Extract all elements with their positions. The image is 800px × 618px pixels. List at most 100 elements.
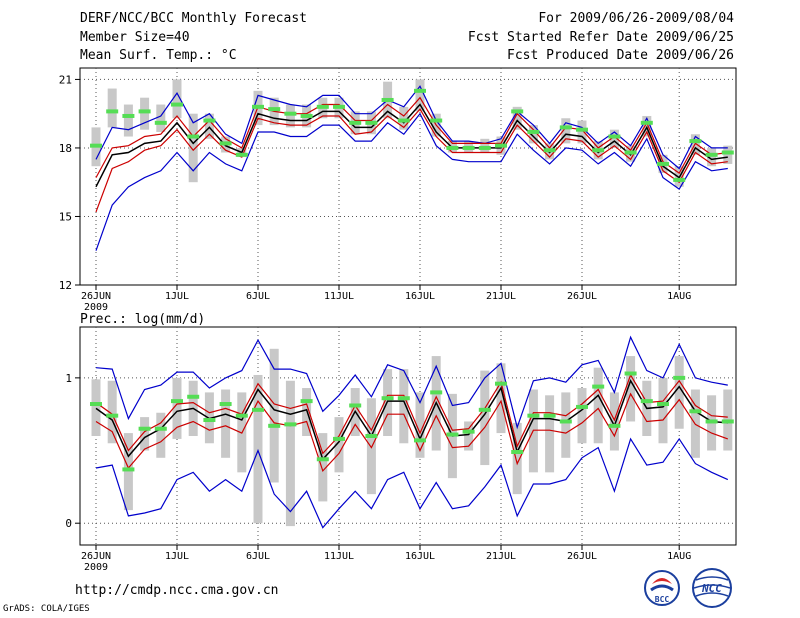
prec-upper-inner-line: [95, 373, 728, 455]
temp-spread-box: [156, 104, 166, 132]
temp-observation-mark: [381, 97, 394, 102]
prec-spread-box: [91, 379, 101, 436]
prec-spread-box: [512, 422, 522, 495]
prec-observation-mark: [106, 413, 119, 418]
prec-observation-mark: [689, 409, 702, 414]
prec-observation-mark: [219, 402, 232, 407]
temp-x-tick-label: 1AUG: [667, 291, 691, 302]
temp-ensemble-mean-line: [95, 103, 728, 188]
prec-y-tick-label: 0: [65, 517, 72, 530]
temp-observation-mark: [333, 104, 345, 109]
temp-observation-mark: [657, 161, 669, 166]
source-url[interactable]: http://cmdp.ncc.cma.gov.cn: [75, 583, 279, 598]
prec-spread-box: [156, 412, 166, 458]
prec-x-tick-year: 2009: [84, 562, 108, 573]
temp-spread-box: [188, 113, 198, 183]
prec-lower-inner-line: [95, 392, 729, 473]
temp-observation-mark: [187, 134, 200, 139]
prec-spread-box: [172, 377, 182, 439]
temp-lower-inner-line: [95, 108, 728, 213]
precip-variable-label: Prec.: log(mm/d): [80, 312, 205, 327]
prec-spread-box: [318, 433, 328, 502]
prec-spread-box: [480, 370, 490, 466]
prec-spread-box: [334, 417, 344, 473]
temp-observation-mark: [284, 111, 297, 116]
prec-observation-mark: [657, 402, 669, 407]
prec-observation-mark: [543, 413, 556, 418]
prec-x-tick-label: 1AUG: [667, 551, 691, 562]
bcc-logo-text: BCC: [655, 595, 670, 604]
temp-spread-box: [140, 97, 150, 130]
prec-x-tick-label: 26JUN: [81, 551, 111, 562]
prec-observation-mark: [235, 413, 248, 418]
temp-observation-mark: [106, 109, 119, 114]
prec-observation-mark: [446, 432, 459, 437]
prec-observation-mark: [90, 402, 102, 407]
temp-observation-mark: [495, 143, 507, 148]
prec-observation-mark: [171, 399, 183, 404]
temp-lower-outer-line: [95, 112, 728, 251]
temperature-variable-label: Mean Surf. Temp.: °C: [80, 48, 237, 63]
prec-spread-box: [366, 398, 376, 495]
prec-ensemble-mean-line: [95, 379, 728, 461]
prec-observation-mark: [203, 418, 216, 423]
prec-observation-mark: [559, 419, 572, 424]
temp-observation-mark: [235, 152, 248, 157]
temp-x-tick-label: 21JUL: [486, 291, 516, 302]
temp-x-tick-label: 16JUL: [405, 291, 435, 302]
prec-observation-mark: [252, 407, 264, 412]
temp-observation-mark: [365, 120, 378, 125]
temp-observation-mark: [576, 127, 588, 132]
prec-plot-frame: [79, 326, 737, 546]
prec-observation-mark: [122, 467, 135, 472]
prec-observation-mark: [624, 371, 637, 376]
temp-observation-mark: [414, 88, 426, 93]
logos: BCC NCC: [644, 568, 732, 608]
prec-spread-box: [496, 363, 506, 434]
temp-x-tick-label: 26JUL: [567, 291, 597, 302]
prec-spread-box: [561, 392, 571, 458]
temp-observation-mark: [122, 113, 135, 118]
prec-spread-box: [658, 377, 668, 444]
temp-spread-box: [107, 88, 117, 128]
temp-spread-box: [123, 104, 133, 137]
fcst-produced-date: Fcst Produced Date 2009/06/26: [507, 48, 734, 63]
forecast-period: For 2009/06/26-2009/08/04: [538, 11, 734, 26]
prec-observation-mark: [138, 426, 151, 431]
temp-observation-mark: [138, 109, 151, 114]
temp-spread-box: [528, 125, 538, 144]
ncc-logo-text: NCC: [701, 582, 722, 595]
temp-spread-box: [561, 118, 571, 144]
prec-x-tick-label: 11JUL: [324, 551, 354, 562]
temp-spread-box: [707, 147, 717, 167]
prec-x-tick-label: 1JUL: [165, 551, 189, 562]
temp-upper-inner-line: [95, 96, 728, 178]
temp-spread-box: [172, 79, 182, 119]
prec-observation-mark: [397, 396, 410, 401]
temp-observation-mark: [252, 104, 264, 109]
prec-spread-box: [415, 392, 425, 458]
prec-x-tick-label: 6JUL: [246, 551, 270, 562]
prec-spread-box: [399, 369, 409, 444]
temp-observation-mark: [592, 148, 605, 153]
prec-spread-box: [545, 395, 555, 473]
temp-observation-mark: [721, 150, 734, 155]
prec-x-tick-label: 21JUL: [486, 551, 516, 562]
temp-observation-mark: [511, 109, 524, 114]
temp-observation-mark: [397, 118, 410, 123]
temp-observation-mark: [446, 145, 459, 150]
prec-spread-box: [674, 356, 684, 429]
prec-observation-mark: [284, 422, 297, 427]
prec-x-tick-label: 26JUL: [567, 551, 597, 562]
prec-observation-mark: [414, 438, 426, 443]
prec-observation-mark: [478, 407, 491, 412]
prec-observation-mark: [495, 381, 507, 386]
temp-y-tick-label: 12: [59, 279, 72, 292]
prec-upper-outer-line: [95, 335, 728, 430]
prec-x-tick-label: 16JUL: [405, 551, 435, 562]
prec-spread-box: [464, 421, 474, 451]
temp-observation-mark: [673, 177, 686, 182]
